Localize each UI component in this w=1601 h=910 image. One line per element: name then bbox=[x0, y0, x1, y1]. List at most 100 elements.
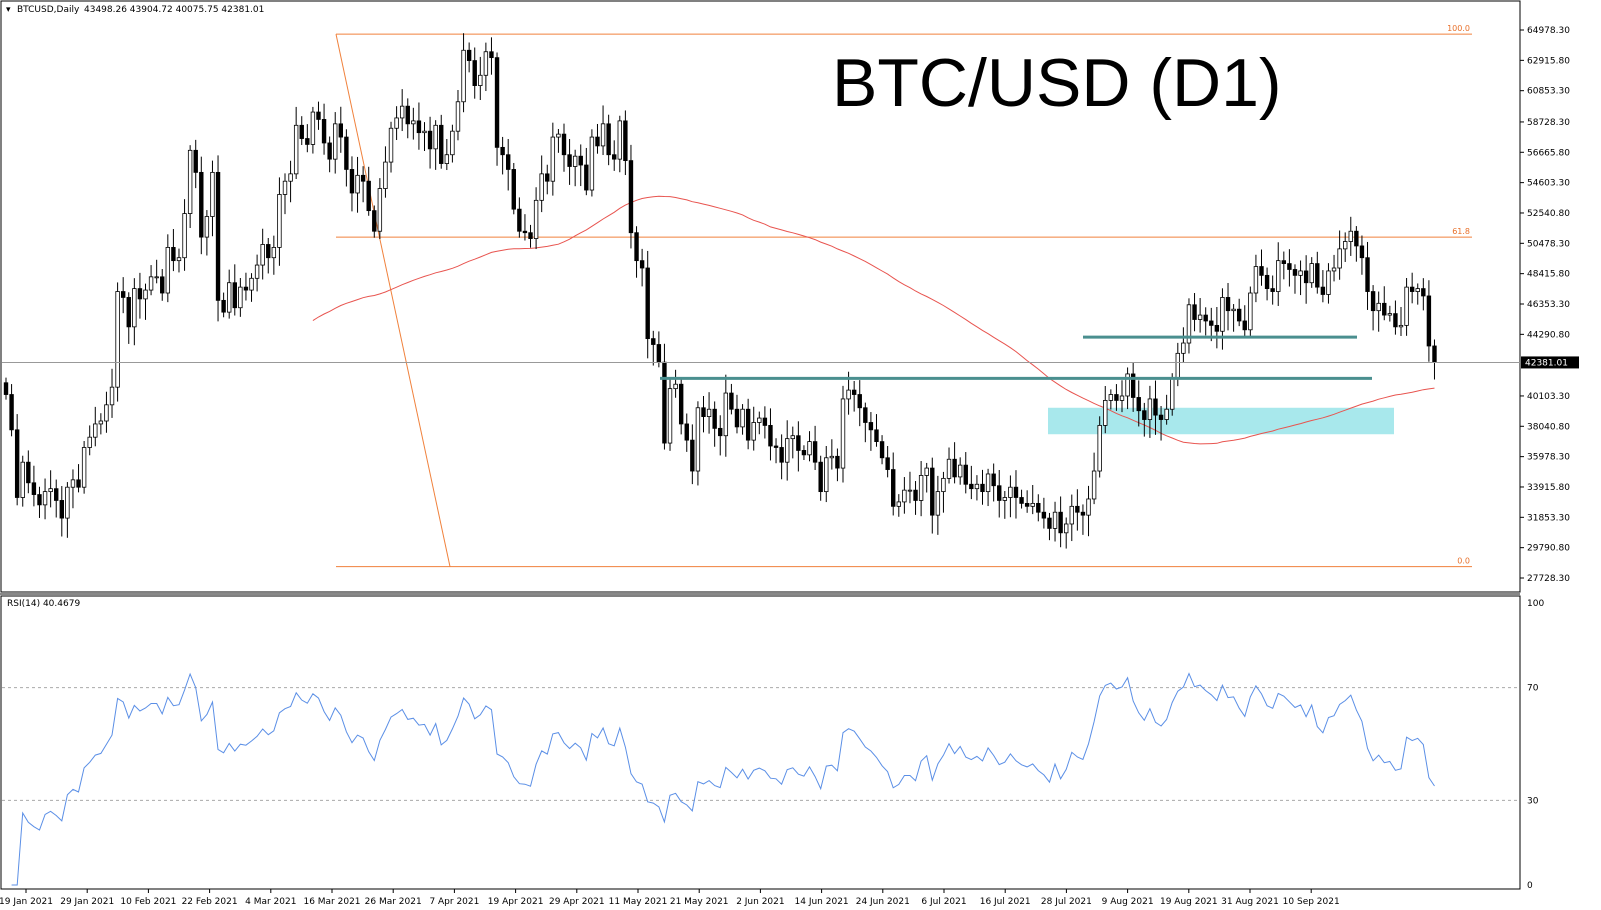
rsi-tick-label: 0 bbox=[1527, 881, 1533, 891]
candle-body bbox=[221, 299, 226, 313]
candle-body bbox=[556, 133, 561, 138]
symbol-caret-icon[interactable]: ▾ bbox=[6, 5, 11, 15]
candle-body bbox=[1136, 397, 1141, 412]
time-tick-label: 22 Feb 2021 bbox=[182, 897, 238, 907]
candle-body bbox=[165, 247, 171, 294]
candle-body bbox=[600, 123, 606, 147]
candle-body bbox=[941, 477, 946, 493]
candle-body bbox=[1075, 505, 1080, 513]
candle-body bbox=[1086, 498, 1091, 516]
price-tick-label: 56665.80 bbox=[1527, 148, 1570, 158]
candle-body bbox=[634, 232, 639, 262]
candle-body bbox=[171, 247, 176, 262]
candle-body bbox=[1365, 257, 1370, 292]
candle-body bbox=[662, 361, 667, 444]
candle-body bbox=[1303, 270, 1309, 284]
candle-body bbox=[411, 120, 416, 125]
candle-body bbox=[1181, 342, 1186, 354]
candle-body bbox=[1309, 263, 1314, 284]
candle-body bbox=[193, 149, 198, 173]
candle-body bbox=[1432, 345, 1437, 363]
candle-body bbox=[1097, 425, 1102, 472]
candle-body bbox=[120, 291, 126, 298]
candle-body bbox=[260, 244, 265, 266]
candle-body bbox=[768, 425, 773, 447]
candle-body bbox=[1125, 373, 1130, 397]
time-axis: 19 Jan 2021 29 Jan 2021 10 Feb 2021 22 Feb … bbox=[0, 889, 1340, 907]
candle-body bbox=[132, 288, 137, 328]
candle-body bbox=[851, 389, 857, 395]
candle-body bbox=[422, 130, 427, 134]
candle-body bbox=[254, 264, 260, 279]
candle-body bbox=[1404, 286, 1409, 326]
candle-body bbox=[14, 429, 20, 498]
price-tick-label: 27728.30 bbox=[1527, 574, 1570, 584]
candle-body bbox=[840, 398, 846, 469]
price-tick-label: 48415.80 bbox=[1527, 270, 1570, 280]
candle-body bbox=[1264, 274, 1270, 290]
support-lines-layer bbox=[660, 335, 1372, 380]
time-tick-label: 19 Apr 2021 bbox=[488, 897, 544, 907]
candle-body bbox=[1052, 511, 1058, 529]
candle-body bbox=[924, 467, 929, 476]
candle-body bbox=[796, 435, 801, 451]
time-tick-label: 11 May 2021 bbox=[609, 897, 668, 907]
time-tick-label: 24 Jun 2021 bbox=[856, 897, 910, 907]
candle-body bbox=[1091, 470, 1097, 500]
candle-body bbox=[1024, 502, 1030, 507]
candle-body bbox=[762, 417, 768, 426]
candle-body bbox=[589, 136, 595, 191]
candle-body bbox=[427, 130, 433, 150]
price-tick-label: 40103.30 bbox=[1527, 392, 1570, 402]
candle-body bbox=[1270, 288, 1275, 292]
price-tick-label: 58728.30 bbox=[1527, 118, 1570, 128]
time-tick-label: 9 Aug 2021 bbox=[1102, 897, 1154, 907]
candle-body bbox=[511, 169, 516, 210]
candle-body bbox=[980, 483, 985, 493]
candle-body bbox=[1153, 398, 1158, 416]
candle-body bbox=[1253, 266, 1259, 294]
candle-body bbox=[1242, 320, 1247, 331]
candle-body bbox=[461, 49, 466, 103]
candle-body bbox=[1421, 288, 1426, 297]
candle-body bbox=[20, 461, 25, 498]
time-tick-label: 16 Jul 2021 bbox=[980, 897, 1031, 907]
time-tick-label: 31 Aug 2021 bbox=[1221, 897, 1279, 907]
candle-body bbox=[176, 257, 182, 262]
candle-body bbox=[1248, 292, 1253, 331]
candle-body bbox=[1209, 320, 1214, 326]
candle-body bbox=[1197, 314, 1203, 320]
candle-body bbox=[1130, 373, 1136, 398]
candle-body bbox=[868, 422, 874, 431]
candle-body bbox=[930, 467, 935, 516]
fib-level-label: 61.8 bbox=[1452, 227, 1470, 236]
candle-body bbox=[478, 74, 483, 86]
candle-body bbox=[115, 291, 120, 388]
candle-body bbox=[963, 464, 968, 485]
candle-body bbox=[829, 455, 835, 459]
candle-body bbox=[1343, 241, 1348, 250]
candle-body bbox=[1186, 304, 1192, 344]
candle-body bbox=[918, 475, 924, 501]
candle-body bbox=[238, 286, 243, 309]
price-tick-label: 35978.30 bbox=[1527, 453, 1570, 463]
price-tick-label: 29790.80 bbox=[1527, 544, 1570, 554]
candle-body bbox=[154, 276, 159, 279]
candle-body bbox=[109, 386, 115, 406]
candle-body bbox=[857, 394, 862, 409]
candle-body bbox=[706, 408, 712, 417]
candle-body bbox=[1019, 497, 1024, 504]
candle-body bbox=[807, 441, 812, 456]
candle-body bbox=[561, 133, 567, 156]
candle-body bbox=[1287, 263, 1292, 270]
candle-body bbox=[623, 120, 628, 162]
candle-body bbox=[1214, 324, 1220, 332]
candle-body bbox=[1292, 269, 1298, 276]
candle-body bbox=[1058, 511, 1063, 534]
price-panel-frame bbox=[0, 0, 1521, 593]
time-tick-label: 19 Jan 2021 bbox=[0, 897, 53, 907]
candle-body bbox=[1426, 295, 1432, 347]
candle-body bbox=[1119, 395, 1125, 401]
candle-body bbox=[1114, 394, 1119, 401]
candle-body bbox=[1036, 502, 1041, 513]
